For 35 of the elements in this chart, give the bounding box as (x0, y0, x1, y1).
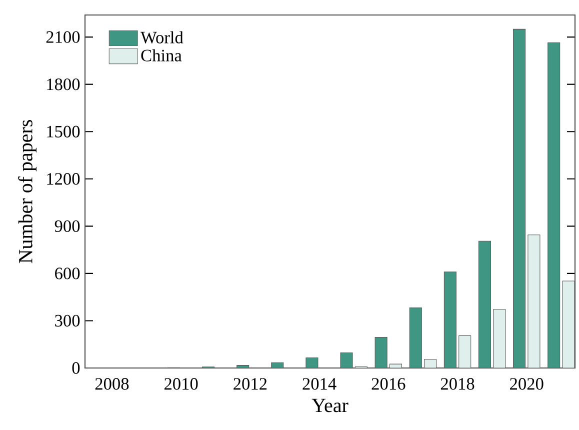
bar (528, 234, 540, 368)
y-tick-label: 900 (54, 220, 80, 232)
x-tick-label: 2010 (164, 378, 198, 390)
y-tick-label: 300 (55, 314, 80, 327)
y-tick-label: 2100 (46, 31, 80, 43)
bar (424, 359, 437, 368)
bar (444, 272, 456, 368)
x-tick-label: 2018 (440, 378, 474, 390)
bar (548, 42, 560, 368)
y-axis-title: Number of papers (18, 120, 36, 264)
x-tick-label: 2020 (510, 378, 544, 390)
bar (493, 309, 506, 368)
x-tick-label: 2012 (234, 378, 267, 390)
y-tick-label: 600 (55, 268, 80, 280)
bar (306, 357, 318, 368)
x-tick-label: 2016 (372, 378, 406, 390)
legend-label: World (140, 31, 184, 44)
bar (562, 280, 575, 368)
bar (478, 240, 492, 368)
y-tick-label: 1800 (47, 78, 80, 90)
bar (458, 335, 472, 368)
y-tick-label: 1200 (47, 173, 80, 185)
bar (409, 308, 422, 368)
bar (271, 362, 284, 368)
x-tick-label: 2008 (95, 378, 129, 390)
x-axis-title: Year (312, 398, 348, 412)
legend-label: China (141, 49, 182, 62)
bar (513, 28, 526, 368)
bar (374, 337, 388, 368)
y-tick-label: 0 (72, 362, 80, 374)
bar (236, 365, 250, 368)
bar (340, 352, 353, 368)
y-tick-label: 1500 (47, 126, 80, 138)
x-tick-label: 2014 (302, 378, 336, 390)
bar (389, 364, 402, 368)
